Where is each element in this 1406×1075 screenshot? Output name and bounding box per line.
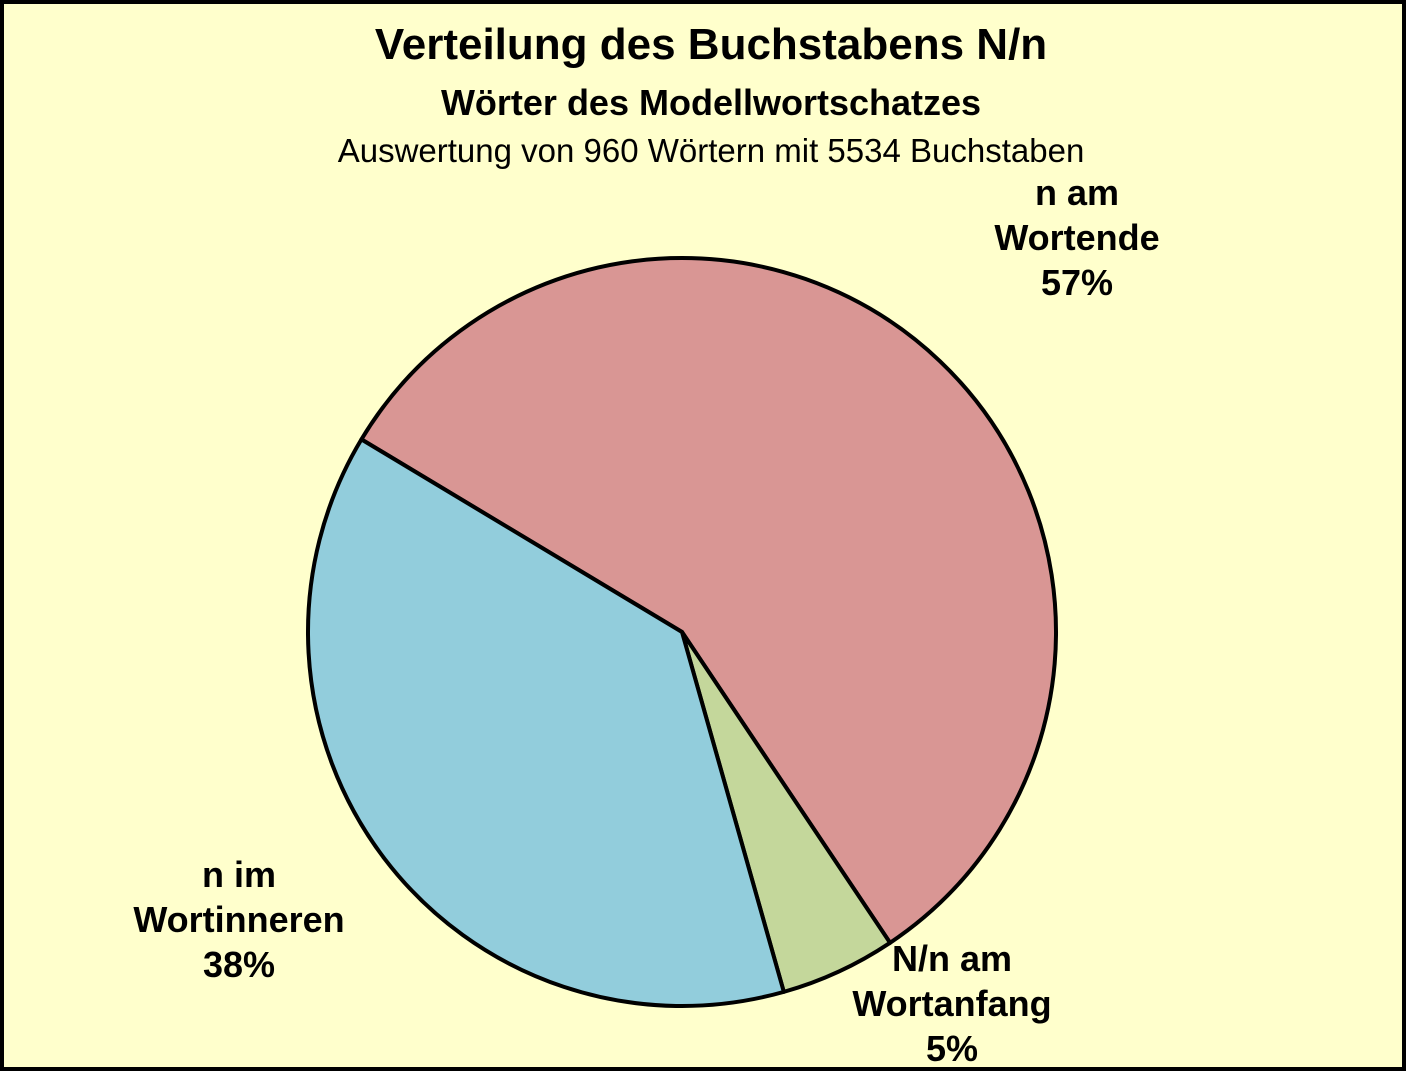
slice-label-line: Wortinneren (133, 899, 345, 940)
slice-label-line: n im (201, 854, 276, 895)
pie-chart (306, 256, 1059, 1008)
slice-label-value: 38% (202, 944, 276, 985)
chart-subtitle: Wörter des Modellwortschatzes (440, 82, 982, 123)
slice-label-line: Wortanfang (852, 983, 1052, 1024)
slice-label-value: 57% (1040, 262, 1114, 303)
slice-label-line: N/n am (891, 938, 1013, 979)
slice-label-wortinneren: n im Wortinneren 38% (133, 852, 344, 987)
pie-slice-wortende (359, 256, 1059, 945)
chart-title: Verteilung des Buchstabens N/n (374, 20, 1048, 69)
slice-label-wortende: n am Wortende 57% (994, 170, 1159, 305)
slice-label-line: Wortende (994, 217, 1160, 258)
chart-caption: Auswertung von 960 Wörtern mit 5534 Buch… (337, 132, 1085, 169)
slice-label-value: 5% (925, 1028, 979, 1069)
slice-label-line: n am (1034, 172, 1120, 213)
pie-slice-wortinneren (306, 437, 786, 1008)
slice-label-wortanfang: N/n am Wortanfang 5% (852, 936, 1051, 1071)
